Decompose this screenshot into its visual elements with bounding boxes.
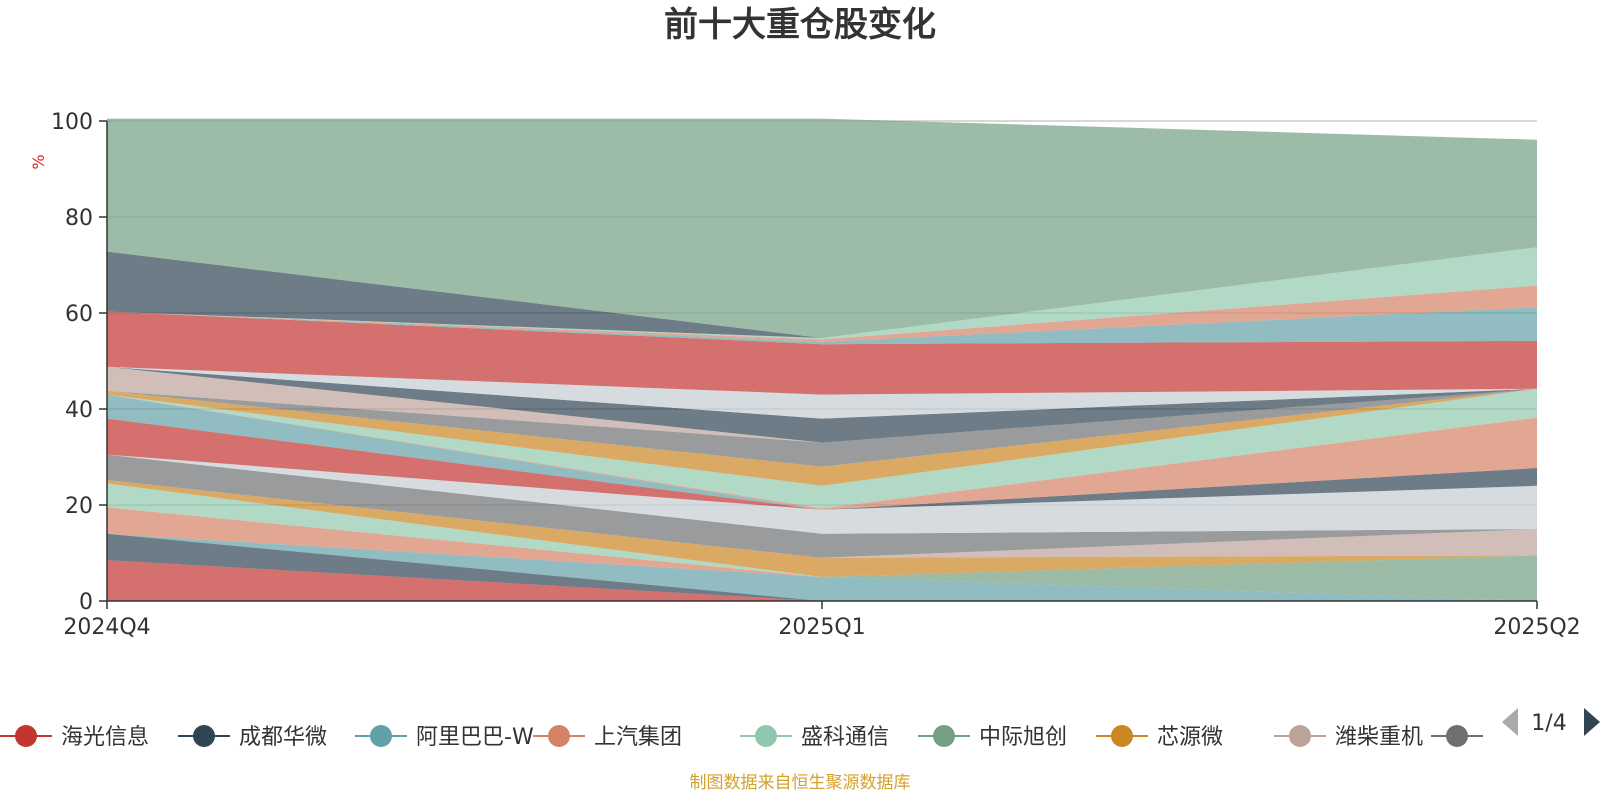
- triangle-left-icon[interactable]: [1502, 708, 1518, 736]
- legend-item[interactable]: 盛科通信: [740, 725, 889, 750]
- y-tick-label: 0: [79, 590, 93, 615]
- area-series-24: [107, 247, 1537, 340]
- area-series-1: [107, 560, 1537, 601]
- area-series-14: [107, 394, 1537, 510]
- y-tick-label: 100: [51, 110, 93, 135]
- legend-circle-icon: [1111, 725, 1133, 747]
- legend-item[interactable]: 中际旭创: [918, 725, 1067, 750]
- legend-item[interactable]: 芯源微: [1096, 725, 1223, 750]
- legend-pager: 1/4: [1502, 708, 1600, 736]
- chart-title: 前十大重仓股变化: [664, 5, 936, 45]
- area-series-23: [107, 285, 1537, 342]
- area-series-21: [107, 311, 1537, 395]
- legend-label: 上汽集团: [594, 725, 682, 750]
- area-series-6: [107, 483, 1537, 601]
- legend-page-indicator: 1/4: [1531, 711, 1566, 736]
- area-series-2: [107, 533, 1537, 601]
- legend-circle-icon: [15, 725, 37, 747]
- legend-circle-icon: [933, 725, 955, 747]
- area-series: [107, 118, 1537, 601]
- area-series-26: [107, 118, 1537, 338]
- area-series-15: [107, 388, 1537, 509]
- legend-circle-icon: [755, 725, 777, 747]
- legend-circle-icon: [1289, 725, 1311, 747]
- legend-label: 芯源微: [1157, 725, 1223, 750]
- legend-item[interactable]: 潍柴重机: [1274, 725, 1423, 750]
- area-series-17: [107, 388, 1537, 467]
- data-source-note: 制图数据来自恒生聚源数据库: [690, 773, 911, 793]
- legend[interactable]: 海光信息 成都华微 阿里巴巴-W 上汽集团 盛科通信 中际旭创 芯源微 潍柴重机: [0, 725, 1483, 750]
- legend-label: 阿里巴巴-W: [416, 725, 534, 750]
- legend-item[interactable]: [1431, 725, 1483, 747]
- triangle-right-icon[interactable]: [1584, 708, 1600, 736]
- legend-label: 盛科通信: [801, 725, 889, 750]
- y-tick-label: 80: [65, 206, 93, 231]
- legend-label: 海光信息: [61, 725, 149, 750]
- x-tick-label: 2025Q2: [1493, 615, 1580, 640]
- area-series-9: [107, 454, 1537, 558]
- y-tick-label: 20: [65, 494, 93, 519]
- legend-label: 潍柴重机: [1335, 725, 1423, 750]
- legend-item[interactable]: 阿里巴巴-W: [355, 725, 534, 750]
- area-series-3: [107, 533, 1537, 601]
- area-series-13: [107, 394, 1537, 510]
- legend-circle-icon: [370, 725, 392, 747]
- y-tick-label: 40: [65, 398, 93, 423]
- legend-label: 成都华微: [239, 725, 327, 750]
- legend-item[interactable]: 成都华微: [178, 725, 327, 750]
- area-series-25: [107, 247, 1537, 338]
- area-series-8: [107, 480, 1537, 558]
- x-tick-label: 2025Q1: [778, 615, 865, 640]
- y-tick-label: 60: [65, 302, 93, 327]
- area-series-18: [107, 366, 1537, 443]
- area-series-11: [107, 418, 1537, 510]
- area-series-10: [107, 454, 1537, 534]
- legend-item[interactable]: 海光信息: [0, 725, 149, 750]
- area-series-19: [107, 366, 1537, 443]
- x-tick-label: 2024Q4: [63, 615, 150, 640]
- area-series-22: [107, 307, 1537, 345]
- area-series-20: [107, 366, 1537, 419]
- legend-circle-icon: [548, 725, 570, 747]
- y-axis-unit: %: [29, 154, 48, 169]
- axes: 0 20 40 60 80 100 2024Q4 2025Q1 2025Q2: [51, 110, 1581, 640]
- legend-circle-icon: [193, 725, 215, 747]
- legend-circle-icon: [1446, 725, 1468, 747]
- legend-label: 中际旭创: [979, 725, 1067, 750]
- legend-item[interactable]: 上汽集团: [533, 725, 682, 750]
